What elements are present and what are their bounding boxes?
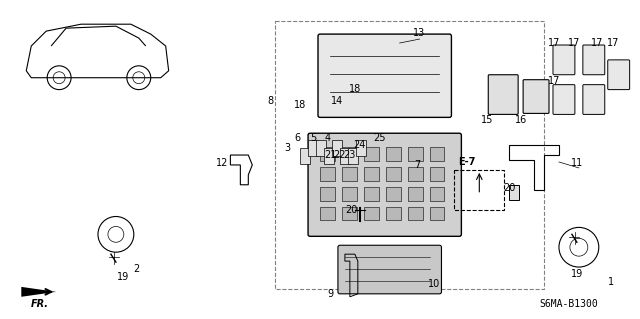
Bar <box>509 185 519 200</box>
Bar <box>429 207 444 220</box>
Text: 20: 20 <box>346 204 358 215</box>
Text: 13: 13 <box>413 28 426 38</box>
Text: FR.: FR. <box>31 299 49 309</box>
FancyBboxPatch shape <box>608 60 630 90</box>
Bar <box>342 147 357 161</box>
Text: 6: 6 <box>294 133 300 143</box>
Text: 11: 11 <box>571 158 583 168</box>
Bar <box>320 207 335 220</box>
Bar <box>408 167 422 181</box>
FancyBboxPatch shape <box>583 45 605 75</box>
Bar <box>364 167 379 181</box>
Text: E-7: E-7 <box>458 157 475 167</box>
FancyBboxPatch shape <box>338 245 442 294</box>
Bar <box>308 140 318 156</box>
Text: 20: 20 <box>503 183 515 193</box>
Bar <box>386 207 401 220</box>
Bar <box>348 148 358 164</box>
FancyBboxPatch shape <box>583 85 605 115</box>
Bar <box>429 167 444 181</box>
Bar <box>342 207 357 220</box>
Bar <box>386 147 401 161</box>
FancyBboxPatch shape <box>553 85 575 115</box>
Text: 4: 4 <box>325 133 331 143</box>
Bar <box>320 167 335 181</box>
Text: 18: 18 <box>294 100 306 110</box>
Text: 22: 22 <box>333 150 346 160</box>
Text: 7: 7 <box>415 160 420 170</box>
Bar <box>429 187 444 201</box>
Text: 17: 17 <box>568 38 580 48</box>
Bar <box>364 187 379 201</box>
Text: 8: 8 <box>267 95 273 106</box>
Text: 17: 17 <box>591 38 603 48</box>
Text: 1: 1 <box>607 277 614 287</box>
Bar <box>454 170 504 210</box>
Bar <box>275 21 544 289</box>
Bar <box>300 148 310 164</box>
Bar <box>320 187 335 201</box>
Bar <box>332 140 342 156</box>
Bar <box>356 140 366 156</box>
Text: 15: 15 <box>481 115 493 125</box>
Text: 24: 24 <box>354 140 366 150</box>
Text: 25: 25 <box>374 133 386 143</box>
Text: 12: 12 <box>216 158 228 168</box>
FancyBboxPatch shape <box>318 34 451 117</box>
Text: 10: 10 <box>428 279 440 289</box>
FancyBboxPatch shape <box>308 133 461 236</box>
Bar <box>342 187 357 201</box>
Text: 5: 5 <box>310 133 316 143</box>
Bar <box>316 140 326 156</box>
Text: 16: 16 <box>515 115 527 125</box>
Bar <box>408 207 422 220</box>
Text: 17: 17 <box>607 38 619 48</box>
FancyBboxPatch shape <box>523 80 549 114</box>
Bar <box>408 147 422 161</box>
Text: S6MA-B1300: S6MA-B1300 <box>539 299 598 309</box>
Text: 23: 23 <box>344 150 356 160</box>
Text: 19: 19 <box>571 269 583 279</box>
Bar <box>320 147 335 161</box>
Bar <box>364 207 379 220</box>
Bar <box>324 148 334 164</box>
Text: 2: 2 <box>134 264 140 274</box>
Bar <box>340 148 350 164</box>
Text: 18: 18 <box>349 84 361 93</box>
Text: 3: 3 <box>284 143 290 153</box>
Bar <box>386 167 401 181</box>
FancyBboxPatch shape <box>488 75 518 115</box>
Polygon shape <box>21 287 56 297</box>
Text: 9: 9 <box>327 289 333 299</box>
Bar <box>429 147 444 161</box>
Text: 17: 17 <box>548 38 560 48</box>
Text: 17: 17 <box>548 76 560 86</box>
Text: 19: 19 <box>116 272 129 282</box>
Bar <box>408 187 422 201</box>
FancyBboxPatch shape <box>553 45 575 75</box>
Bar <box>386 187 401 201</box>
Text: 21: 21 <box>324 150 336 160</box>
Text: 14: 14 <box>331 95 343 106</box>
Bar <box>364 147 379 161</box>
Bar <box>342 167 357 181</box>
